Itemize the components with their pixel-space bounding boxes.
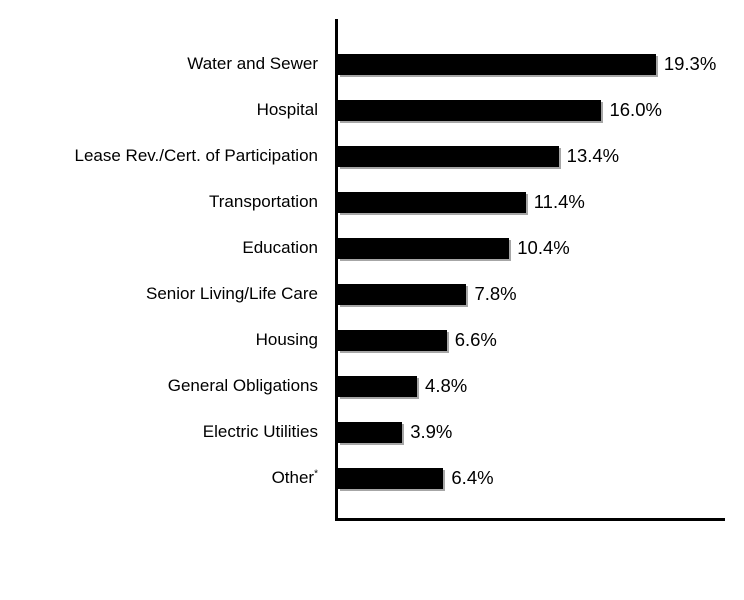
bar <box>338 283 467 305</box>
category-label: Transportation <box>209 192 318 211</box>
chart-row: Education 10.4% <box>0 225 744 271</box>
category-label: Other* <box>271 468 318 487</box>
value-label: 19.3% <box>663 53 717 74</box>
bar-track: 4.8% <box>338 363 744 409</box>
bar <box>338 237 510 259</box>
chart-rows: Water and Sewer 19.3% Hospital 16.0% Lea… <box>0 19 744 518</box>
footnote-asterisk: * <box>314 468 318 480</box>
value-label: 11.4% <box>533 191 585 212</box>
chart-row: General Obligations 4.8% <box>0 363 744 409</box>
bar-track: 10.4% <box>338 225 744 271</box>
category-label: General Obligations <box>167 376 318 395</box>
y-axis-line <box>335 19 338 521</box>
category-label: Water and Sewer <box>187 54 318 73</box>
bar <box>338 53 656 75</box>
value-label: 4.8% <box>425 375 468 396</box>
bar-track: 7.8% <box>338 271 744 317</box>
value-label: 7.8% <box>474 283 517 304</box>
value-label: 16.0% <box>609 99 662 120</box>
bar <box>338 191 526 213</box>
bar <box>338 145 559 167</box>
bar <box>338 421 403 443</box>
value-label: 3.9% <box>410 421 453 442</box>
bar <box>338 467 444 489</box>
category-label: Lease Rev./Cert. of Participation <box>74 146 318 165</box>
value-label: 6.4% <box>451 467 494 488</box>
bar <box>338 375 418 397</box>
chart-row: Lease Rev./Cert. of Participation 13.4% <box>0 133 744 179</box>
x-axis-line <box>335 518 725 521</box>
chart-row: Transportation 11.4% <box>0 179 744 225</box>
bar-track: 13.4% <box>338 133 744 179</box>
chart-row: Electric Utilities 3.9% <box>0 409 744 455</box>
bar-track: 6.4% <box>338 455 744 501</box>
bar-track: 6.6% <box>338 317 744 363</box>
bar-track: 11.4% <box>338 179 744 225</box>
chart-row: Other* 6.4% <box>0 455 744 501</box>
bar <box>338 329 447 351</box>
value-label: 6.6% <box>454 329 497 350</box>
category-label: Hospital <box>256 100 318 119</box>
category-label: Education <box>242 238 318 257</box>
chart-row: Water and Sewer 19.3% <box>0 41 744 87</box>
value-label: 10.4% <box>517 237 570 258</box>
category-label: Senior Living/Life Care <box>146 284 318 303</box>
bar-track: 19.3% <box>338 41 744 87</box>
value-label: 13.4% <box>566 145 620 166</box>
category-label: Housing <box>255 330 318 349</box>
category-label: Electric Utilities <box>202 422 318 441</box>
chart-row: Housing 6.6% <box>0 317 744 363</box>
bar-track: 16.0% <box>338 87 744 133</box>
bar-track: 3.9% <box>338 409 744 455</box>
chart-row: Senior Living/Life Care 7.8% <box>0 271 744 317</box>
bar <box>338 99 602 121</box>
chart-row: Hospital 16.0% <box>0 87 744 133</box>
